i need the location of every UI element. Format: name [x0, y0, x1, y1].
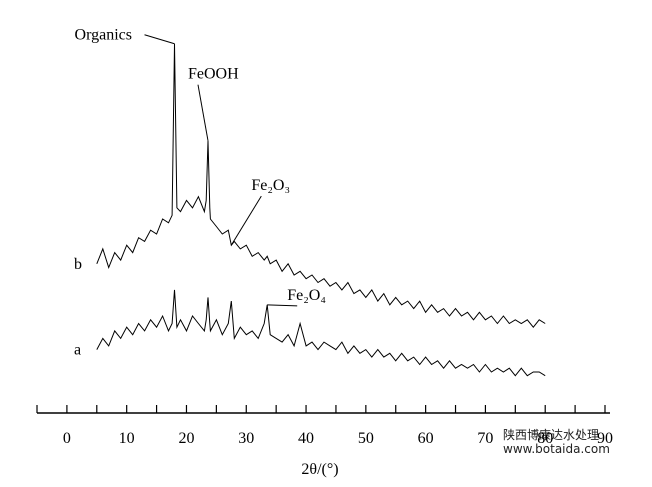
x-tick-label: 50: [358, 430, 374, 447]
series-line: [96, 289, 546, 377]
annotation-arrow: [197, 84, 209, 141]
annotation: Fe₂O₄: [287, 287, 326, 304]
annotation: FeOOH: [188, 66, 239, 83]
annotation: Organics: [75, 27, 132, 44]
x-tick-label: 80: [537, 430, 553, 447]
x-tick-label: 70: [477, 430, 493, 447]
annotation: Fe₂O₃: [251, 177, 290, 194]
x-tick-label: 30: [238, 430, 254, 447]
annotation-arrow: [267, 304, 298, 307]
annotation-arrow: [144, 34, 175, 45]
annotation-arrow: [230, 195, 262, 246]
series-line: [96, 43, 546, 328]
x-tick-label: 40: [298, 430, 314, 447]
series-label: b: [74, 256, 82, 273]
watermark-bg: [498, 424, 608, 456]
x-tick-label: 10: [119, 430, 135, 447]
watermark: www.botaida.com: [503, 442, 610, 456]
x-axis-label: 2θ/(°): [301, 461, 338, 478]
x-tick-label: 90: [597, 430, 613, 447]
x-tick-label: 20: [178, 430, 194, 447]
watermark: 陕西博康达水处理: [503, 427, 599, 442]
x-tick-label: 60: [418, 430, 434, 447]
x-tick-label: 0: [63, 430, 71, 447]
series-label: a: [74, 342, 81, 359]
